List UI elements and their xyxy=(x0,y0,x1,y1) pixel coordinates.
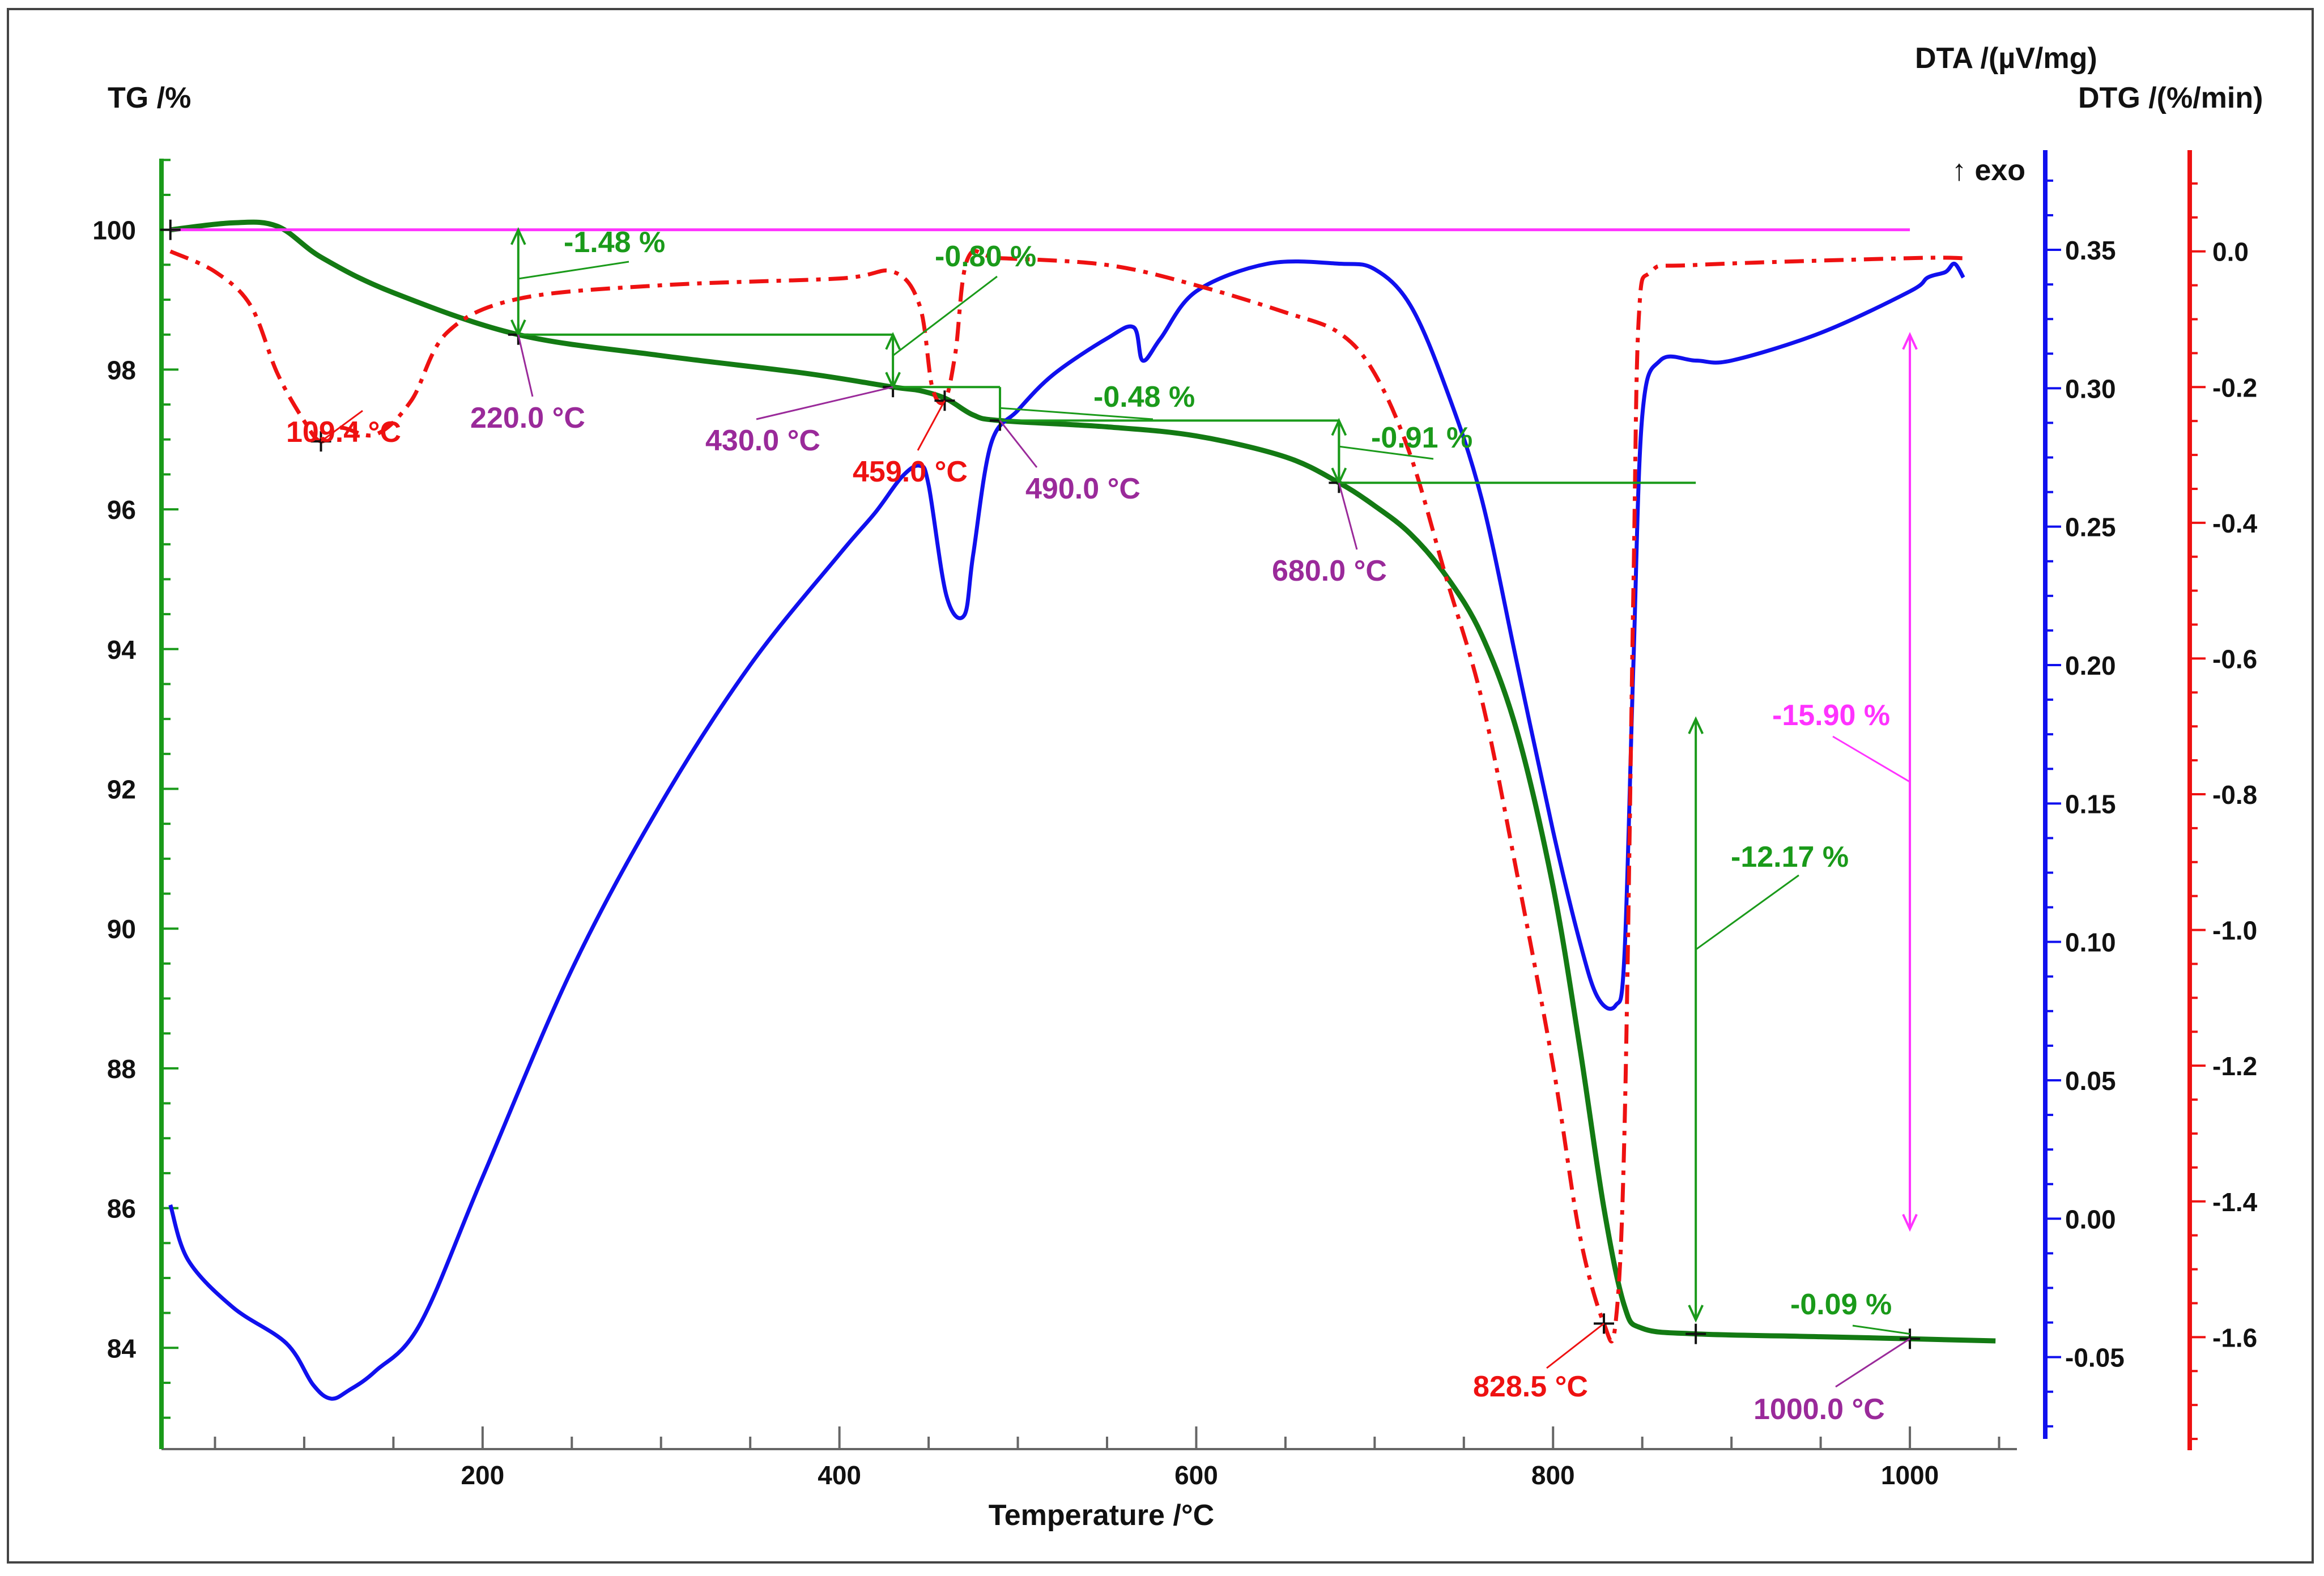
tg-tick-label: 96 xyxy=(107,495,136,525)
dta-tick-label: 0.25 xyxy=(2065,513,2116,542)
dtg-tick-label: -1.0 xyxy=(2212,916,2257,945)
dtg-tick-label: -1.4 xyxy=(2212,1187,2258,1217)
temperature-label-leader xyxy=(999,420,1038,468)
total-mass-label-leader xyxy=(1832,735,1910,783)
x-tick-label: 600 xyxy=(1174,1460,1218,1490)
temperature-label: 109.4 °C xyxy=(286,416,401,449)
mass-change-arrow-head xyxy=(1331,418,1347,436)
dtg-series-line xyxy=(169,249,1964,1344)
mass-change-label: -0.09 % xyxy=(1790,1288,1892,1321)
tg-tick-label: 84 xyxy=(107,1334,137,1363)
mass-change-arrow-head xyxy=(885,331,901,350)
exo-marker: ↑ exo xyxy=(1952,154,2025,187)
tg-tick-label: 86 xyxy=(107,1194,136,1224)
temperature-label-leader xyxy=(756,386,893,420)
x-tick-label: 200 xyxy=(461,1460,504,1490)
dta-tick-label: 0.00 xyxy=(2065,1204,2116,1234)
temperature-label: 430.0 °C xyxy=(705,424,820,457)
dtg-tick-label: -0.6 xyxy=(2212,644,2257,674)
x-tick-label: 400 xyxy=(818,1460,861,1490)
dtg-tick-label: -0.8 xyxy=(2212,780,2257,810)
temperature-label-leader xyxy=(1338,482,1358,550)
dtg-tick-label: -0.4 xyxy=(2212,509,2258,538)
mass-change-label-leader xyxy=(518,261,629,280)
temperature-label-leader xyxy=(1835,1338,1910,1388)
dtg-axis-title: DTG /(%/min) xyxy=(2078,82,2263,114)
dta-tick-label: 0.05 xyxy=(2065,1066,2116,1096)
tg-tick-label: 94 xyxy=(107,635,137,665)
dta-tick-label: 0.35 xyxy=(2065,236,2116,265)
mass-change-label-leader xyxy=(892,275,998,356)
x-axis-title: Temperature /°C xyxy=(989,1499,1214,1532)
dtg-tick-label: -0.2 xyxy=(2212,373,2257,402)
figure-frame xyxy=(7,8,2314,1564)
mass-change-arrow-head xyxy=(1688,716,1704,734)
temperature-label-leader xyxy=(917,400,946,451)
temperature-label: 680.0 °C xyxy=(1272,555,1387,587)
total-mass-label: -15.90 % xyxy=(1772,699,1890,732)
x-tick-label: 800 xyxy=(1531,1460,1575,1490)
mass-change-label-leader xyxy=(1852,1324,1910,1335)
dtg-tick-label: 0.0 xyxy=(2212,237,2249,267)
dtg-tick-label: -1.6 xyxy=(2212,1323,2257,1352)
mass-change-arrow-head xyxy=(1688,1305,1704,1323)
dta-tick-label: 0.15 xyxy=(2065,789,2116,819)
tg-axis-title: TG /% xyxy=(108,82,191,114)
x-tick-label: 1000 xyxy=(1881,1460,1939,1490)
mass-change-arrow-head xyxy=(885,372,901,390)
tg-tick-label: 98 xyxy=(107,355,136,385)
temperature-label-leader xyxy=(517,334,534,397)
mass-change-label: -0.91 % xyxy=(1371,421,1472,454)
temperature-label: 828.5 °C xyxy=(1473,1370,1588,1403)
mass-change-label: -1.48 % xyxy=(564,226,665,259)
total-mass-arrow-head xyxy=(1902,331,1918,350)
tg-series-line xyxy=(170,219,1996,1344)
tg-tick-label: 90 xyxy=(107,914,136,944)
mass-change-label: -12.17 % xyxy=(1731,841,1849,874)
mass-change-label-leader xyxy=(999,407,1154,420)
tg-tick-label: 88 xyxy=(107,1054,136,1084)
temperature-label: 490.0 °C xyxy=(1025,472,1140,505)
temperature-label-leader xyxy=(1546,1323,1604,1369)
temperature-label: 220.0 °C xyxy=(470,402,585,435)
dtg-tick-label: -1.2 xyxy=(2212,1051,2257,1081)
temperature-label: 1000.0 °C xyxy=(1753,1393,1885,1426)
temperature-label-leader xyxy=(320,410,363,442)
dta-tick-label: 0.30 xyxy=(2065,374,2116,403)
temperature-label: 459.0 °C xyxy=(853,455,968,488)
dta-axis-title: DTA /(µV/mg) xyxy=(1915,42,2097,75)
mass-change-label-leader xyxy=(1695,874,1799,951)
mass-change-label-leader xyxy=(1339,445,1434,460)
dta-tick-label: 0.20 xyxy=(2065,651,2116,680)
mass-change-label: -0.80 % xyxy=(935,240,1036,273)
tg-tick-label: 100 xyxy=(92,216,136,245)
mass-change-label: -0.48 % xyxy=(1093,381,1195,414)
dta-tick-label: -0.05 xyxy=(2065,1343,2125,1373)
mass-change-arrow-head xyxy=(510,227,526,245)
dta-series-line xyxy=(168,259,1965,1401)
tg-tick-label: 92 xyxy=(107,774,136,804)
total-mass-arrow-head xyxy=(1902,1213,1918,1232)
dta-tick-label: 0.10 xyxy=(2065,928,2116,957)
